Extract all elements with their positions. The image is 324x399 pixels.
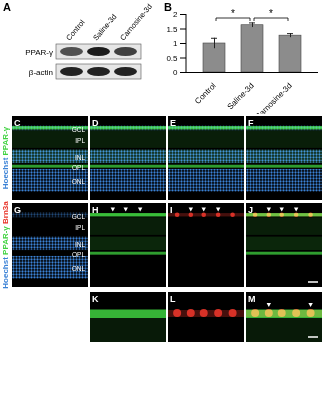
svg-text:*: * — [269, 8, 273, 19]
svg-text:0.5: 0.5 — [166, 54, 178, 63]
svg-text:K: K — [92, 294, 99, 304]
svg-text:PPAR-γ: PPAR-γ — [25, 48, 53, 57]
svg-text:G: G — [14, 205, 21, 215]
svg-text:ONL: ONL — [72, 265, 86, 272]
svg-text:M: M — [248, 294, 256, 304]
svg-text:2: 2 — [173, 10, 178, 19]
svg-text:INL: INL — [75, 241, 86, 248]
svg-text:Hoechst PPAR-γ: Hoechst PPAR-γ — [1, 126, 10, 189]
svg-text:Carnosine-3d: Carnosine-3d — [253, 81, 293, 114]
svg-text:*: * — [231, 8, 235, 19]
svg-text:Control: Control — [64, 18, 87, 43]
svg-text:C: C — [14, 118, 21, 128]
svg-text:Saline-3d: Saline-3d — [225, 81, 255, 111]
svg-text:OPL: OPL — [72, 251, 85, 258]
svg-text:Control: Control — [193, 81, 218, 106]
svg-text:0: 0 — [173, 68, 178, 77]
svg-text:J: J — [248, 205, 253, 215]
svg-text:GCL: GCL — [72, 126, 86, 133]
svg-text:GCL: GCL — [72, 213, 86, 220]
svg-text:F: F — [248, 118, 254, 128]
svg-text:B: B — [164, 1, 172, 13]
svg-text:Carnosine-3d: Carnosine-3d — [118, 2, 154, 42]
svg-text:1: 1 — [173, 39, 178, 48]
svg-text:Saline-3d: Saline-3d — [91, 12, 118, 42]
svg-text:ONL: ONL — [72, 178, 86, 185]
svg-text:Hoechst PPAR-γ Brn3a: Hoechst PPAR-γ Brn3a — [1, 201, 10, 289]
svg-text:IPL: IPL — [75, 224, 85, 231]
svg-text:A: A — [3, 1, 11, 13]
svg-text:IPL: IPL — [75, 137, 85, 144]
svg-text:1.5: 1.5 — [166, 25, 178, 34]
svg-text:INL: INL — [75, 154, 86, 161]
svg-text:L: L — [170, 294, 176, 304]
svg-text:D: D — [92, 118, 99, 128]
svg-text:E: E — [170, 118, 176, 128]
svg-text:H: H — [92, 205, 99, 215]
svg-text:I: I — [170, 205, 173, 215]
svg-text:OPL: OPL — [72, 164, 85, 171]
svg-text:β-actin: β-actin — [29, 68, 53, 77]
